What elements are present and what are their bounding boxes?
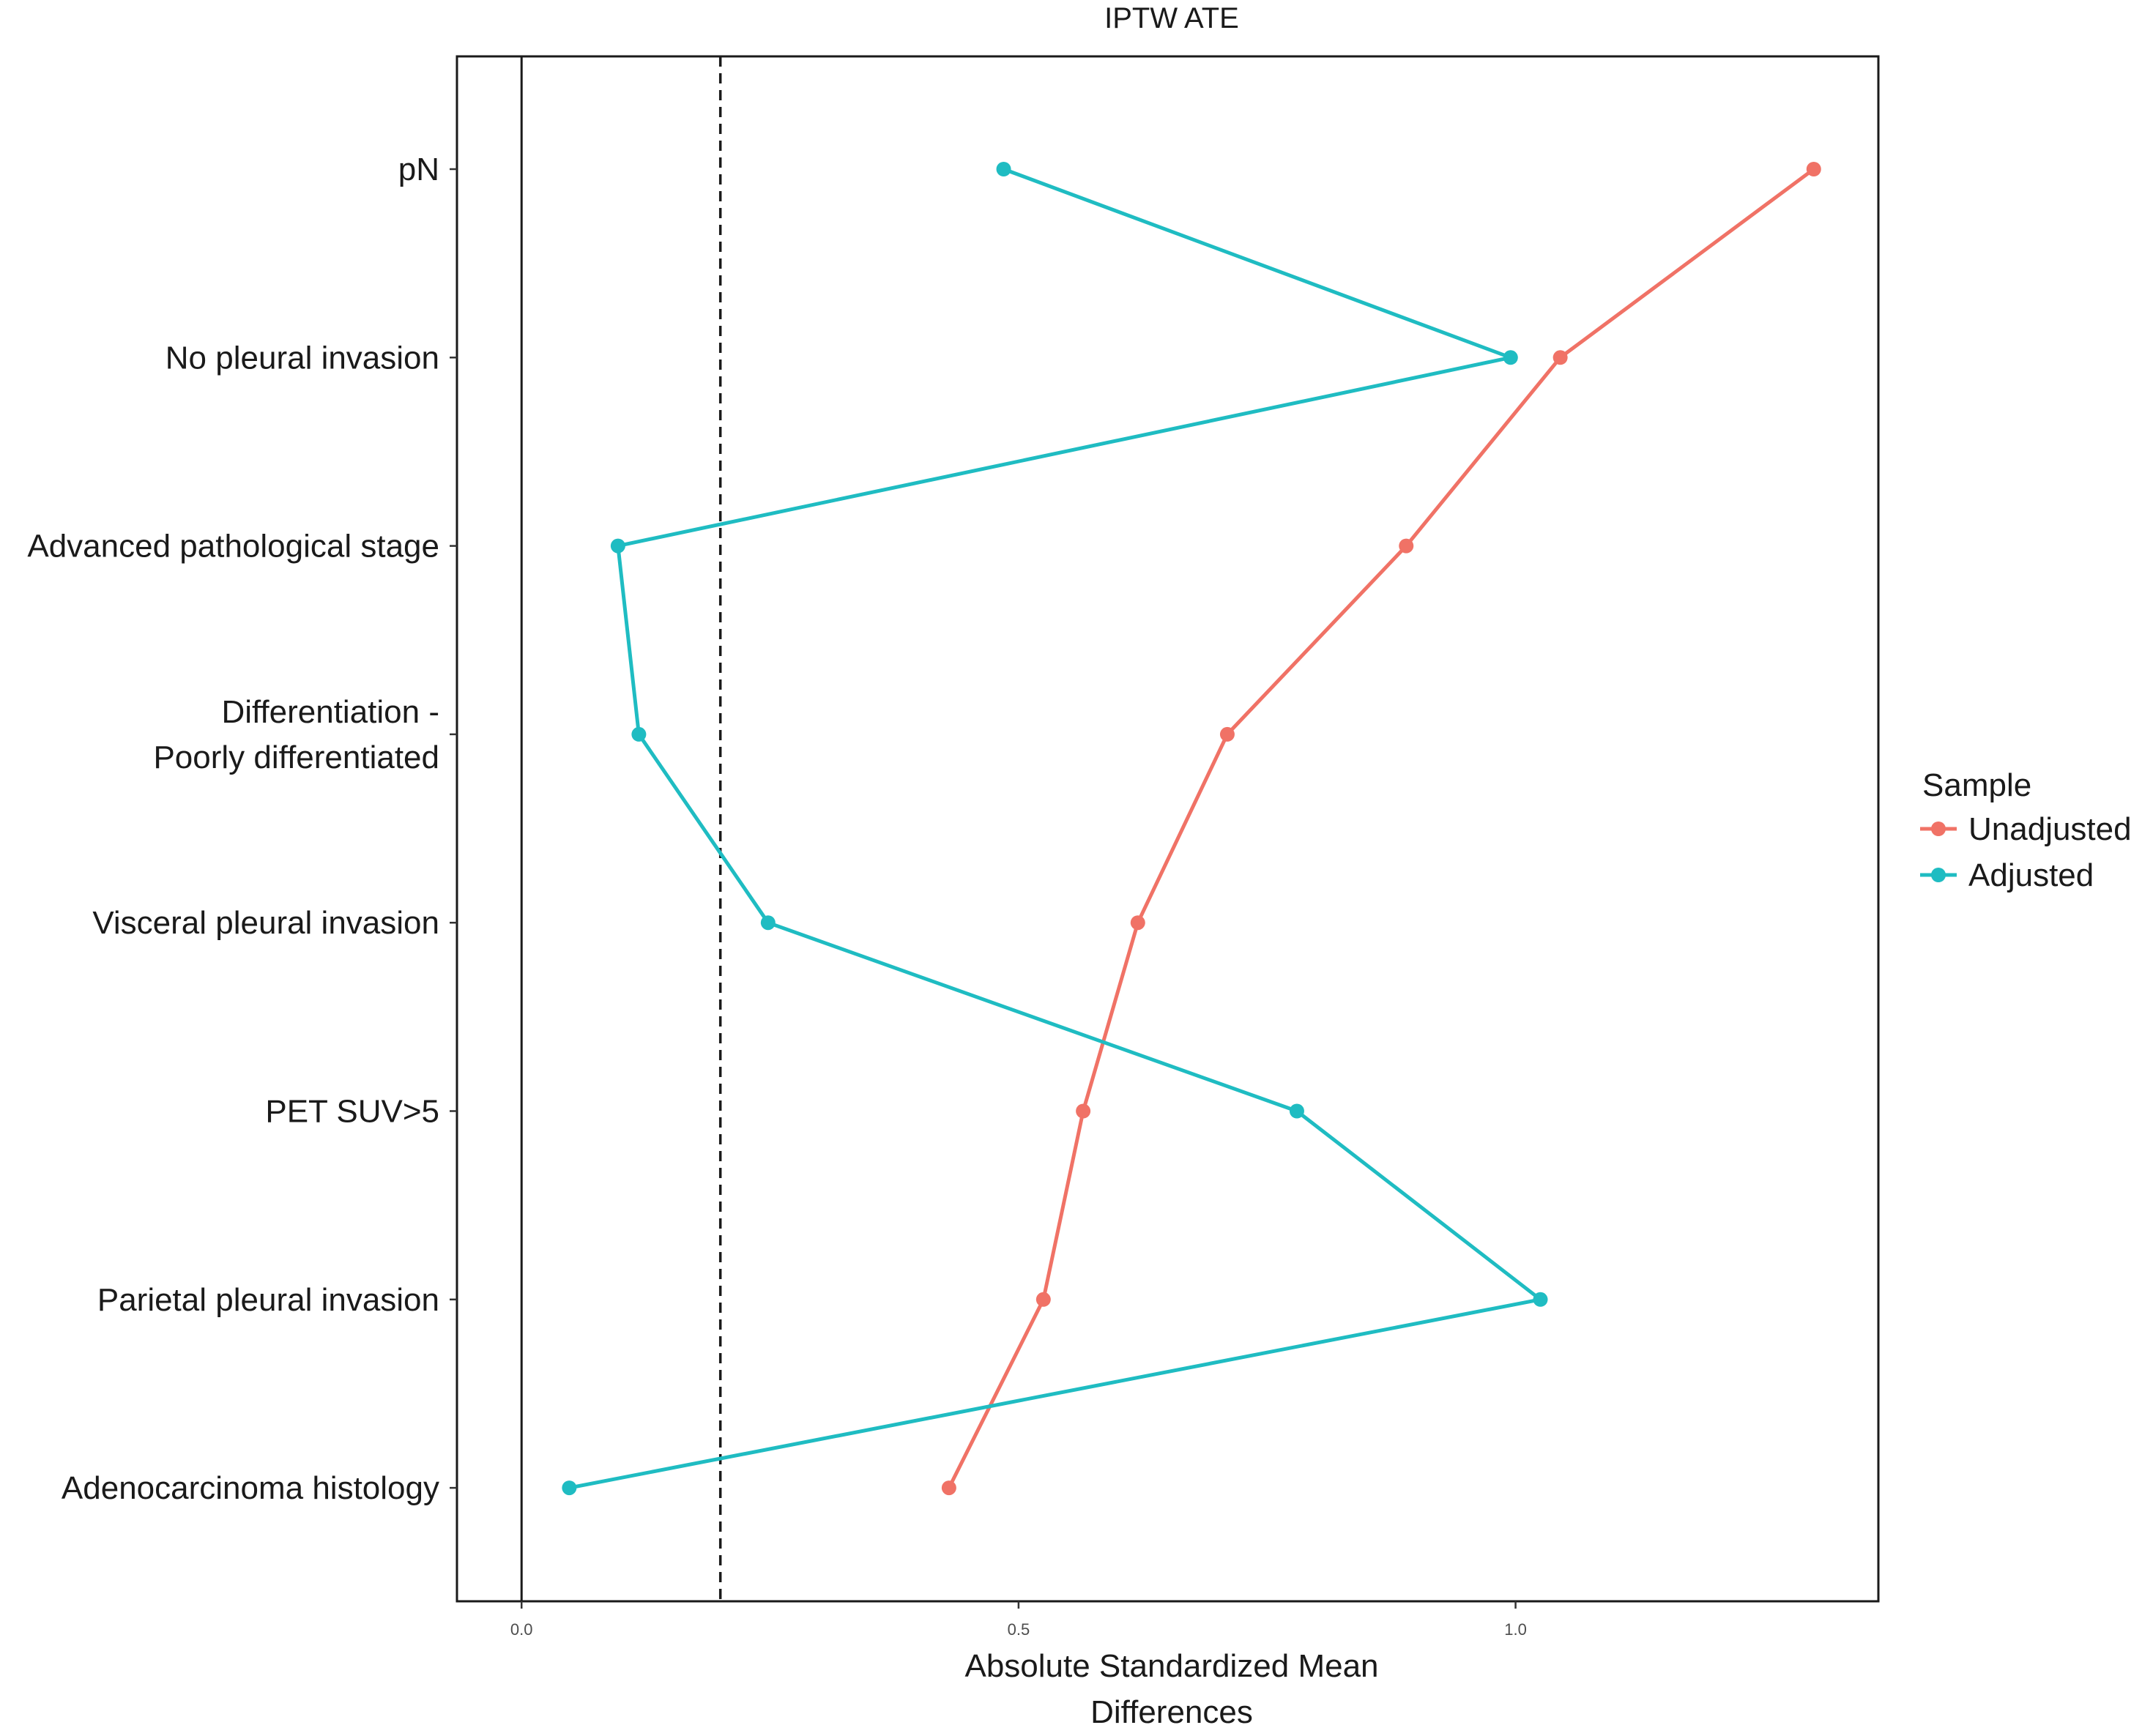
data-point (1552, 350, 1568, 365)
series-line (568, 167, 1543, 1490)
y-tick-label: No pleural invasion (166, 340, 439, 376)
y-tick-label: pN (398, 152, 439, 187)
y-tick-label: Parietal pleural invasion (97, 1282, 439, 1318)
data-point (1806, 162, 1821, 176)
data-point (996, 162, 1011, 176)
y-tick-label: Advanced pathological stage (27, 529, 439, 565)
x-axis-title-line-2: Differences (1090, 1694, 1253, 1730)
data-point (562, 1480, 577, 1496)
data-point (1503, 350, 1518, 365)
data-point (1130, 915, 1145, 931)
y-tick-label: PET SUV>5 (265, 1094, 439, 1130)
x-tick-label: 0.0 (510, 1620, 533, 1639)
data-point (1076, 1103, 1091, 1119)
data-point (760, 915, 776, 931)
data-point (1399, 538, 1414, 554)
legend-label: Unadjusted (1968, 811, 2132, 847)
series-line (947, 167, 1815, 1489)
legend-marker (1931, 868, 1946, 882)
legend-key-adjusted (1920, 868, 1957, 882)
legend-key-unadjusted (1920, 822, 1957, 836)
y-axis: pN No pleural invasion Advanced pathologic… (27, 152, 457, 1506)
y-tick-label: Visceral pleural invasion (92, 905, 439, 941)
series-layer (562, 162, 1821, 1496)
legend-title: Sample (1922, 767, 2031, 803)
legend-label: Adjusted (1968, 857, 2094, 893)
reference-lines (520, 56, 722, 1601)
data-point (631, 726, 647, 742)
legend: Sample Unadjusted Adjusted (1920, 767, 2132, 893)
data-point (1289, 1103, 1304, 1119)
legend-marker (1931, 822, 1946, 836)
y-tick-label: Differentiation -Poorly differentiated (153, 694, 439, 775)
data-point (1219, 726, 1235, 742)
data-point (610, 538, 625, 554)
chart-title: IPTW ATE (1104, 2, 1239, 34)
y-tick-label: Adenocarcinoma histology (62, 1470, 439, 1506)
data-point (1035, 1292, 1051, 1307)
series-unadjusted (941, 162, 1821, 1496)
x-tick-label: 1.0 (1504, 1620, 1527, 1639)
data-point (1533, 1292, 1548, 1307)
plot-panel-border (455, 55, 1880, 1603)
x-axis: 0.0 0.5 1.0 (510, 1601, 1527, 1639)
data-point (941, 1480, 956, 1496)
x-axis-title-line-1: Absolute Standardized Mean (964, 1648, 1378, 1684)
series-adjusted (562, 162, 1548, 1496)
x-tick-label: 0.5 (1008, 1620, 1030, 1639)
